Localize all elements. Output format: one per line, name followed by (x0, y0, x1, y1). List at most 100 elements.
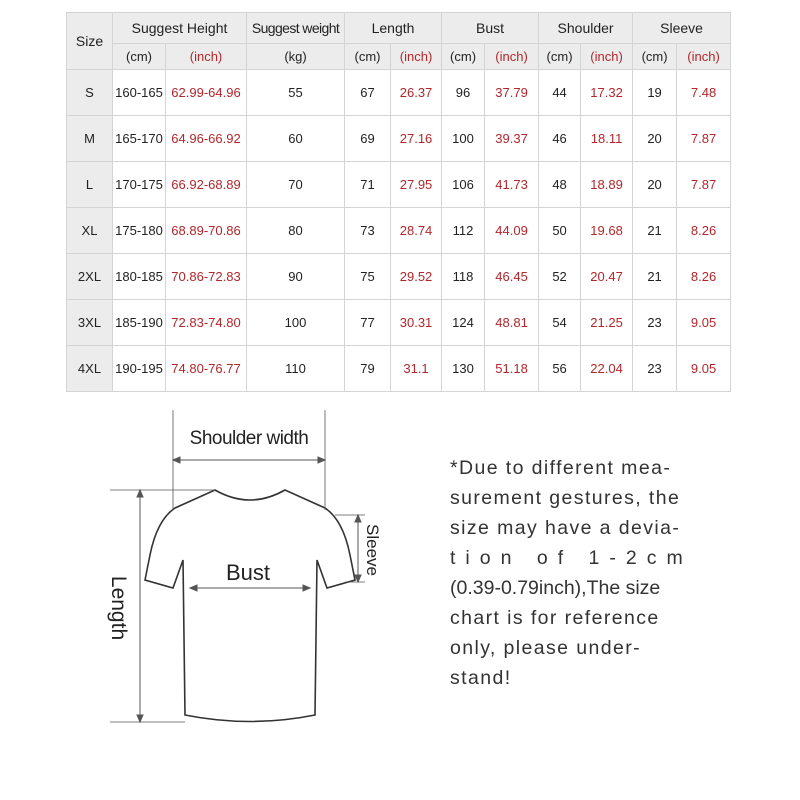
tshirt-outline (144, 489, 356, 723)
unit-header: (cm) (344, 43, 392, 70)
size-cell: S (66, 69, 113, 116)
value-cell: 7.87 (676, 161, 732, 208)
value-cell: 19 (632, 69, 678, 116)
value-cell: 18.11 (580, 115, 634, 162)
value-cell: 48 (538, 161, 582, 208)
value-cell: 27.16 (390, 115, 443, 162)
unit-header: (cm) (538, 43, 582, 70)
value-cell: 20.47 (580, 253, 634, 300)
value-cell: 22.04 (580, 345, 634, 392)
size-cell: 4XL (66, 345, 113, 392)
size-cell: XL (66, 207, 113, 254)
header-size: Size (66, 12, 113, 70)
header-shoulder: Shoulder (538, 12, 634, 44)
value-cell: 165-170 (112, 115, 166, 162)
value-cell: 56 (538, 345, 582, 392)
value-cell: 46.45 (484, 253, 540, 300)
value-cell: 106 (441, 161, 486, 208)
value-cell: 55 (246, 69, 346, 116)
header-weight: Suggest weight (246, 12, 346, 44)
value-cell: 66.92-68.89 (164, 161, 248, 208)
note-line: size may have a devia- (450, 517, 681, 539)
value-cell: 8.26 (676, 207, 732, 254)
value-cell: 62.99-64.96 (164, 69, 248, 116)
value-cell: 69 (344, 115, 392, 162)
note-line: *Due to different mea- (450, 457, 672, 479)
note-line: only, please under- (450, 637, 642, 659)
value-cell: 19.68 (580, 207, 634, 254)
table-row: 2XL 180-185 70.86-72.83 90 75 29.52 118 46.45 52… (66, 253, 732, 300)
value-cell: 70 (246, 161, 346, 208)
value-cell: 60 (246, 115, 346, 162)
table-row: L 170-175 66.92-68.89 70 71 27.95 106 41.73 48 18… (66, 161, 732, 208)
value-cell: 46 (538, 115, 582, 162)
value-cell: 18.89 (580, 161, 634, 208)
value-cell: 74.80-76.77 (164, 345, 248, 392)
table-row: 3XL 185-190 72.83-74.80 100 77 30.31 124 48.81 5… (66, 299, 732, 346)
value-cell: 160-165 (112, 69, 166, 116)
note-line: chart is for reference (450, 607, 660, 629)
value-cell: 130 (441, 345, 486, 392)
value-cell: 21 (632, 253, 678, 300)
value-cell: 100 (441, 115, 486, 162)
value-cell: 75 (344, 253, 392, 300)
table-row: M 165-170 64.96-66.92 60 69 27.16 100 39.37 46 18… (66, 115, 732, 162)
note-line: tion of 1-2cm (450, 547, 693, 569)
value-cell: 30.31 (390, 299, 443, 346)
size-cell: 2XL (66, 253, 113, 300)
value-cell: 7.48 (676, 69, 732, 116)
value-cell: 20 (632, 115, 678, 162)
value-cell: 118 (441, 253, 486, 300)
header-height: Suggest Height (111, 12, 248, 44)
value-cell: 79 (344, 345, 392, 392)
value-cell: 72.83-74.80 (164, 299, 248, 346)
size-cell: M (66, 115, 113, 162)
header-bust: Bust (441, 12, 540, 44)
header-sleeve: Sleeve (632, 12, 732, 44)
value-cell: 100 (246, 299, 346, 346)
unit-header: (inch) (164, 43, 248, 70)
measurement-note: *Due to different mea- surement gestures… (450, 453, 700, 693)
size-chart-table: Size Suggest Height Suggest weight Lengt… (66, 12, 732, 392)
table-row: XL 175-180 68.89-70.86 80 73 28.74 112 44.09 50 1… (66, 207, 732, 254)
value-cell: 17.32 (580, 69, 634, 116)
value-cell: 39.37 (484, 115, 540, 162)
value-cell: 20 (632, 161, 678, 208)
value-cell: 71 (344, 161, 392, 208)
value-cell: 23 (632, 345, 678, 392)
value-cell: 21 (632, 207, 678, 254)
value-cell: 68.89-70.86 (164, 207, 248, 254)
value-cell: 29.52 (390, 253, 443, 300)
unit-header: (inch) (484, 43, 540, 70)
bust-label: Bust (226, 560, 270, 585)
value-cell: 96 (441, 69, 486, 116)
value-cell: 9.05 (676, 345, 732, 392)
value-cell: 27.95 (390, 161, 443, 208)
value-cell: 110 (246, 345, 346, 392)
value-cell: 170-175 (112, 161, 166, 208)
value-cell: 112 (441, 207, 486, 254)
note-line: stand! (450, 667, 512, 689)
value-cell: 26.37 (390, 69, 443, 116)
value-cell: 51.18 (484, 345, 540, 392)
value-cell: 52 (538, 253, 582, 300)
value-cell: 50 (538, 207, 582, 254)
length-label: Length (107, 576, 130, 640)
value-cell: 180-185 (112, 253, 166, 300)
value-cell: 90 (246, 253, 346, 300)
unit-header: (kg) (246, 43, 346, 70)
table-row: 4XL 190-195 74.80-76.77 110 79 31.1 130 51.18 56… (66, 345, 732, 392)
value-cell: 21.25 (580, 299, 634, 346)
value-cell: 8.26 (676, 253, 732, 300)
unit-header: (cm) (112, 43, 166, 70)
header-length: Length (344, 12, 443, 44)
value-cell: 185-190 (112, 299, 166, 346)
value-cell: 9.05 (676, 299, 732, 346)
size-cell: 3XL (66, 299, 113, 346)
value-cell: 80 (246, 207, 346, 254)
value-cell: 31.1 (390, 345, 443, 392)
tshirt-diagram: Shoulder width Bust Length Sleeve (107, 410, 382, 724)
unit-header: (cm) (441, 43, 486, 70)
value-cell: 23 (632, 299, 678, 346)
value-cell: 64.96-66.92 (164, 115, 248, 162)
